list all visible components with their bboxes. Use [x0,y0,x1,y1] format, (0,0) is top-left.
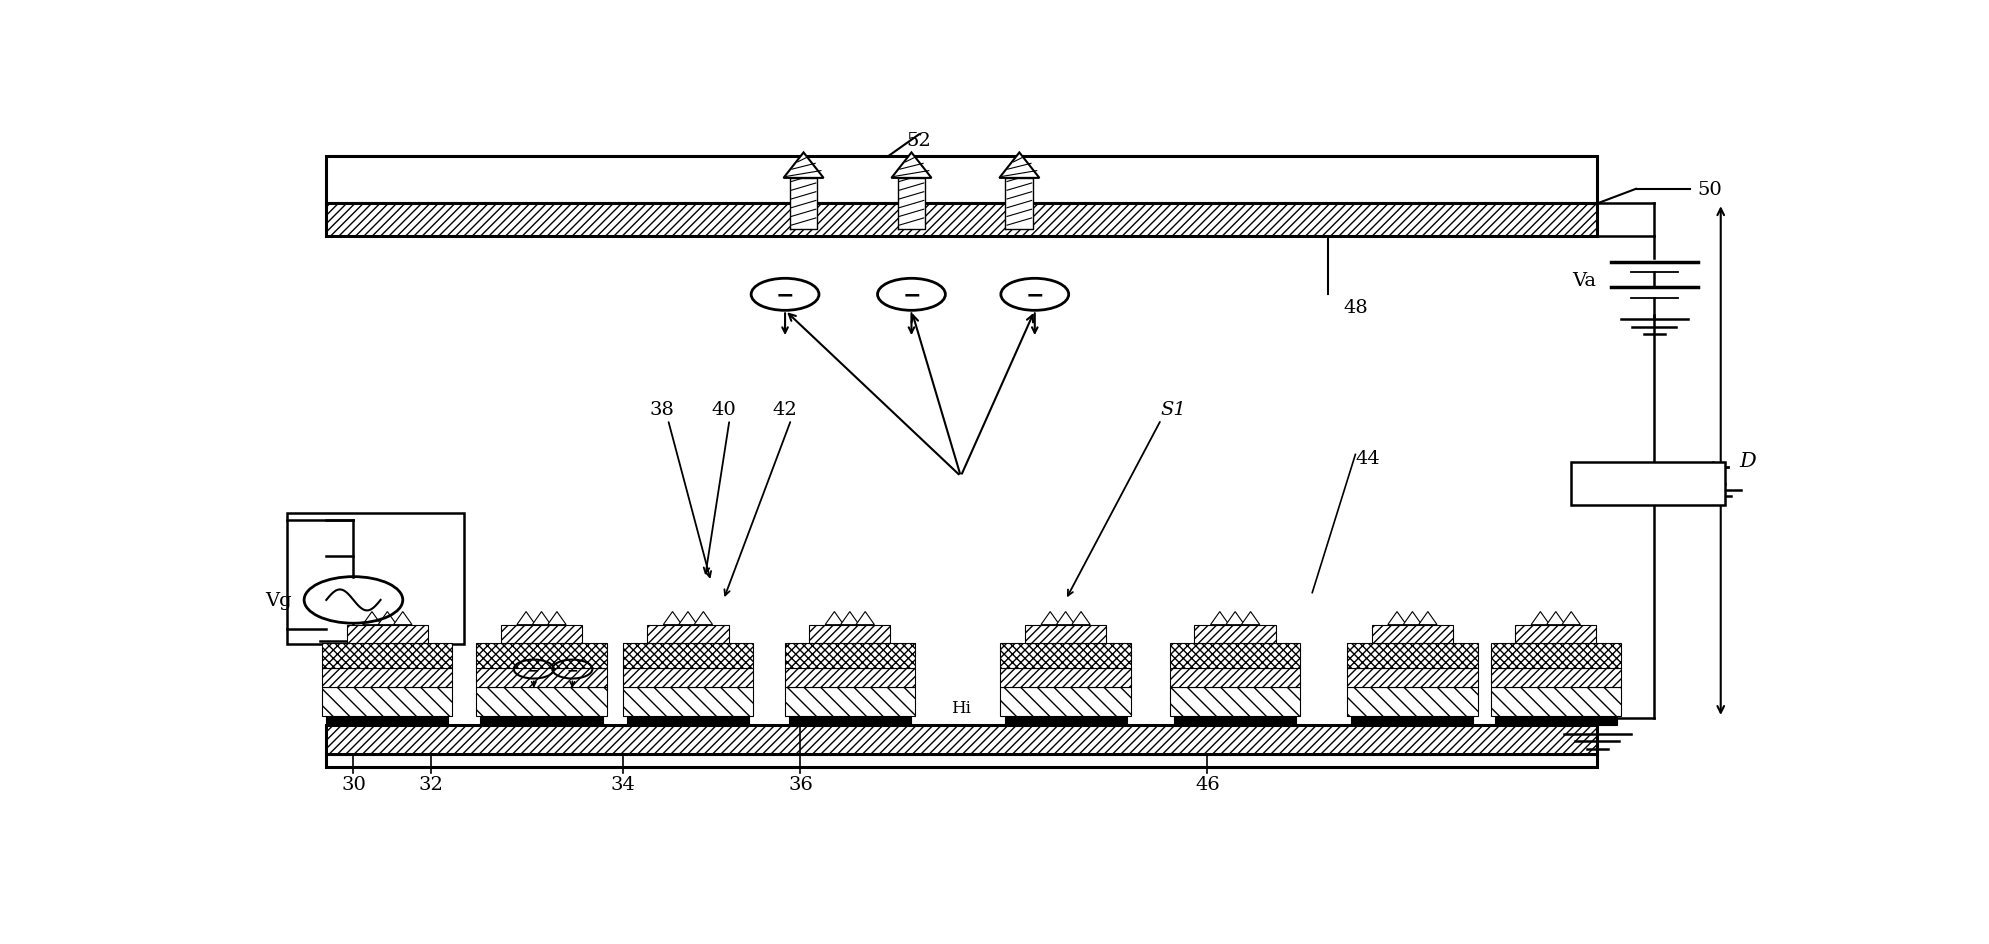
Bar [1170,687,1301,716]
Text: 42: 42 [772,400,798,418]
Bar [326,716,448,725]
Text: Va: Va [1571,272,1595,290]
Bar [810,625,891,643]
Polygon shape [1402,612,1422,625]
Polygon shape [533,612,551,625]
Text: −: − [527,663,539,676]
Bar [1004,716,1126,725]
Text: 36: 36 [788,775,814,793]
Bar [1347,643,1478,668]
Bar [790,716,911,725]
Text: 52: 52 [907,131,931,149]
Polygon shape [1072,612,1090,625]
Polygon shape [1006,178,1032,229]
Text: Vg: Vg [265,591,292,609]
Bar [1571,463,1724,506]
Polygon shape [998,153,1040,178]
Text: −: − [903,285,921,305]
Bar [1347,687,1478,716]
Polygon shape [517,612,535,625]
Polygon shape [855,612,875,625]
Polygon shape [1211,612,1229,625]
Text: 32: 32 [418,775,444,793]
Bar [326,157,1597,204]
Bar [1347,668,1478,687]
Text: 50: 50 [1697,180,1722,198]
Bar [1174,716,1297,725]
Polygon shape [841,612,859,625]
Polygon shape [784,153,823,178]
Polygon shape [1532,612,1549,625]
Text: 34: 34 [611,775,636,793]
Polygon shape [662,612,682,625]
Text: 30: 30 [340,775,366,793]
Bar [326,754,1597,767]
Bar [786,643,915,668]
Bar [1516,625,1597,643]
Bar [501,625,583,643]
Bar [1195,625,1275,643]
Text: 48: 48 [1343,298,1368,316]
Polygon shape [1418,612,1438,625]
Polygon shape [825,612,843,625]
Bar [646,625,728,643]
Text: 46: 46 [1195,775,1219,793]
Bar [627,716,750,725]
Bar [477,643,607,668]
Text: S1: S1 [1162,400,1185,418]
Text: 38: 38 [648,400,674,418]
Bar [326,204,1597,237]
Polygon shape [1225,612,1245,625]
Bar [346,625,428,643]
Text: Hi: Hi [951,700,971,716]
Polygon shape [1388,612,1406,625]
Bar [1000,643,1130,668]
Polygon shape [678,612,698,625]
Text: −: − [567,663,579,676]
Bar [623,668,754,687]
Polygon shape [897,178,925,229]
Text: −: − [1026,285,1044,305]
Bar [481,716,603,725]
Bar [477,687,607,716]
Bar [1490,687,1621,716]
Bar [322,687,452,716]
Bar [326,725,1597,754]
Bar [1000,687,1130,716]
Bar [322,668,452,687]
Polygon shape [1241,612,1259,625]
Bar [322,643,452,668]
Polygon shape [547,612,567,625]
Bar [1170,643,1301,668]
Polygon shape [378,612,396,625]
Text: −: − [776,285,794,305]
Bar [786,687,915,716]
Polygon shape [1056,612,1074,625]
Bar [1000,668,1130,687]
Polygon shape [790,178,817,229]
Bar [477,668,607,687]
Polygon shape [1561,612,1581,625]
Bar [1351,716,1474,725]
Bar [623,687,754,716]
Polygon shape [891,153,931,178]
Polygon shape [694,612,712,625]
Polygon shape [362,612,382,625]
Text: Vfg: Vfg [1583,475,1617,493]
Bar [1496,716,1617,725]
Bar [1170,668,1301,687]
Bar [1372,625,1454,643]
Polygon shape [1547,612,1565,625]
Text: 40: 40 [710,400,736,418]
Polygon shape [1040,612,1060,625]
Text: D: D [1738,451,1756,470]
Bar [623,643,754,668]
Bar [1490,643,1621,668]
Polygon shape [394,612,412,625]
Bar [1490,668,1621,687]
Bar [786,668,915,687]
Bar [1024,625,1106,643]
Text: 44: 44 [1355,449,1380,467]
Bar [286,513,463,644]
